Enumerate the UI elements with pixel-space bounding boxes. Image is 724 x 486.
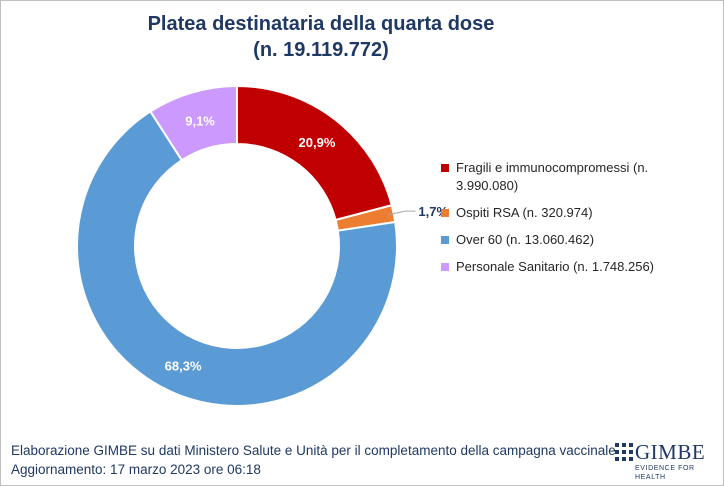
legend-swatch-over-60 (441, 236, 449, 244)
chart-title-block: Platea destinataria della quarta dose (n… (1, 11, 641, 63)
logo-tagline: EVIDENCE FOR HEALTH (635, 465, 695, 481)
data-label-over-60: 68,3% (165, 358, 202, 373)
legend-swatch-ospiti-rsa (441, 209, 449, 217)
legend-label-fragili: Fragili e immunocompromessi (n. 3.990.08… (456, 160, 649, 193)
doughnut-chart: 20,9% 1,7% 68,3% 9,1% (76, 84, 448, 407)
gimbe-logo: GIMBE EVIDENCE FOR HEALTH (615, 440, 713, 481)
slice-fragili (236, 84, 393, 222)
data-label-personale-sanitario: 9,1% (185, 113, 215, 128)
legend-label-over-60: Over 60 (n. 13.060.462) (456, 232, 595, 247)
legend-item-over-60: Over 60 (n. 13.060.462) (441, 231, 711, 249)
footer: Elaborazione GIMBE su dati Ministero Sal… (11, 441, 616, 479)
footer-source: Elaborazione GIMBE su dati Ministero Sal… (11, 443, 616, 458)
legend-item-fragili: Fragili e immunocompromessi (n. 3.990.08… (441, 159, 711, 195)
logo-name: GIMBE (635, 440, 706, 464)
slice-personale-sanitario (149, 84, 238, 162)
leader-line-ospiti-rsa (387, 210, 416, 216)
chart-legend: Fragili e immunocompromessi (n. 3.990.08… (441, 159, 711, 285)
data-label-fragili: 20,9% (299, 135, 336, 150)
legend-item-ospiti-rsa: Ospiti RSA (n. 320.974) (441, 204, 711, 222)
footer-update: Aggiornamento: 17 marzo 2023 ore 06:18 (11, 462, 261, 477)
legend-item-personale-sanitario: Personale Sanitario (n. 1.748.256) (441, 258, 711, 276)
legend-label-personale-sanitario: Personale Sanitario (n. 1.748.256) (456, 259, 655, 274)
slice-over-60 (76, 110, 398, 407)
legend-swatch-personale-sanitario (441, 263, 449, 271)
data-label-ospiti-rsa: 1,7% (418, 204, 448, 219)
chart-title: Platea destinataria della quarta dose (147, 13, 495, 35)
gimbe-grid-logo-icon (615, 443, 633, 461)
chart-subtitle: (n. 19.119.772) (253, 39, 389, 61)
legend-swatch-fragili (441, 164, 449, 172)
legend-label-ospiti-rsa: Ospiti RSA (n. 320.974) (456, 205, 593, 220)
